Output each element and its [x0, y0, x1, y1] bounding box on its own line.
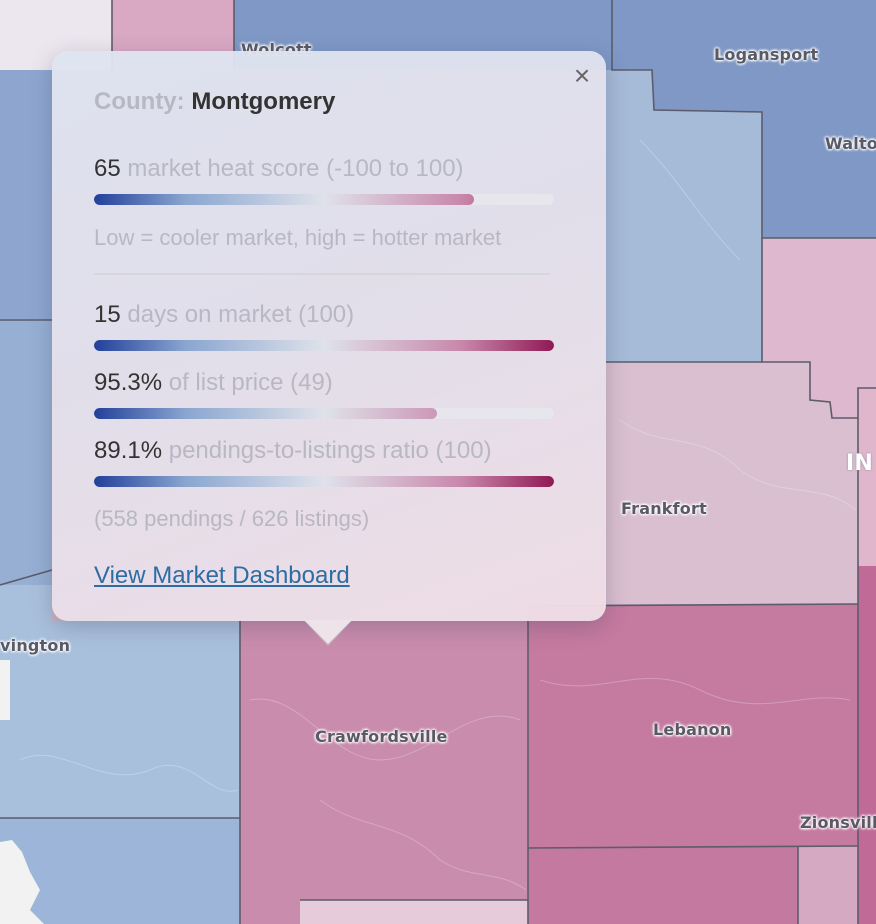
- lake-shape: [0, 660, 10, 720]
- county-region[interactable]: [762, 238, 876, 418]
- list-price-bar: [94, 408, 554, 419]
- city-label-walton: Walto: [825, 134, 876, 153]
- list-price-bar-fill: [94, 408, 437, 419]
- city-label-lebanon: Lebanon: [653, 720, 732, 739]
- pendings-ratio-value: 89.1%: [94, 437, 163, 464]
- city-label-logansport: Logansport: [714, 45, 819, 64]
- days-on-market-bar: [94, 340, 554, 351]
- view-market-dashboard-link[interactable]: View Market Dashboard: [94, 562, 350, 589]
- list-price-value: 95.3%: [94, 369, 163, 396]
- stream-lines: [19, 139, 857, 891]
- city-label-frankfort: Frankfort: [621, 499, 707, 518]
- county-region[interactable]: [612, 0, 876, 238]
- city-label-covington: vington: [0, 636, 71, 655]
- county-popup: [52, 51, 606, 621]
- list-price-label: of list price (49): [168, 369, 333, 396]
- heat-score-bar-fill: [94, 194, 474, 205]
- days-on-market-value: 15: [94, 301, 121, 328]
- county-title: County: Montgomery: [94, 88, 335, 116]
- county-region[interactable]: [0, 818, 240, 924]
- county-region[interactable]: [606, 70, 762, 362]
- pendings-ratio-metric: 89.1% pendings-to-listings ratio (100): [94, 437, 492, 465]
- lake-shape: [0, 840, 44, 924]
- days-on-market-metric: 15 days on market (100): [94, 301, 354, 329]
- county-region[interactable]: [606, 362, 858, 604]
- heat-score-value: 65: [94, 155, 121, 182]
- list-price-metric: 95.3% of list price (49): [94, 369, 333, 397]
- county-region[interactable]: [0, 320, 52, 585]
- pendings-listings-note: (558 pendings / 626 listings): [94, 506, 370, 531]
- county-name: Montgomery: [191, 88, 336, 115]
- popup-pointer: [304, 620, 352, 644]
- county-region[interactable]: [300, 900, 528, 924]
- county-region[interactable]: [798, 846, 858, 924]
- close-icon[interactable]: ×: [573, 60, 591, 91]
- pendings-ratio-label: pendings-to-listings ratio (100): [168, 437, 492, 464]
- heat-score-bar: [94, 194, 554, 205]
- county-region[interactable]: [528, 846, 798, 924]
- county-region[interactable]: [0, 585, 240, 818]
- county-region[interactable]: [240, 621, 528, 924]
- heat-score-label: market heat score (-100 to 100): [127, 155, 464, 182]
- county-region[interactable]: [858, 388, 876, 566]
- days-on-market-bar-fill: [94, 340, 554, 351]
- county-region[interactable]: [528, 604, 858, 848]
- days-on-market-label: days on market (100): [127, 301, 355, 328]
- pendings-ratio-bar: [94, 476, 554, 487]
- heat-score-metric: 65 market heat score (-100 to 100): [94, 155, 464, 183]
- heat-score-note: Low = cooler market, high = hotter marke…: [94, 225, 502, 250]
- county-region[interactable]: [0, 70, 52, 320]
- divider: [94, 273, 550, 275]
- pendings-ratio-bar-fill: [94, 476, 554, 487]
- state-label-in: IN: [846, 451, 873, 476]
- city-label-crawfordsville: Crawfordsville: [315, 727, 448, 746]
- county-label: County:: [94, 88, 185, 115]
- county-region[interactable]: [858, 566, 876, 924]
- city-label-zionsville: Zionsvill: [800, 813, 876, 832]
